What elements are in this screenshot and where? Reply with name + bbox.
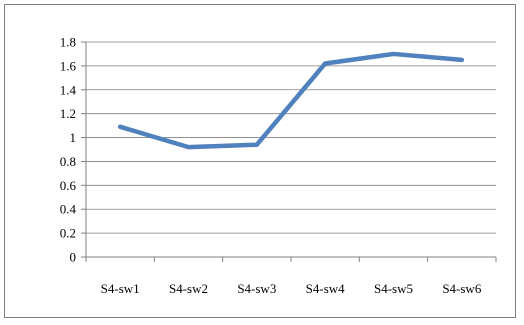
y-tick-label: 1.8 xyxy=(60,35,76,50)
x-tick-label: S4-sw5 xyxy=(374,281,413,296)
series-line xyxy=(117,51,465,150)
y-tick-label: 0.8 xyxy=(60,154,76,169)
y-tick-labels: 0 0.2 0.4 0.6 0.8 1 1.2 1.4 1.6 1.8 xyxy=(60,35,77,265)
y-tick-label: 0.6 xyxy=(60,178,77,193)
y-tick-label: 1 xyxy=(70,130,77,145)
axes xyxy=(81,41,497,262)
y-tick-label: 0.2 xyxy=(60,226,76,241)
x-tick-label: S4-sw2 xyxy=(169,281,208,296)
y-tick-label: 1.6 xyxy=(60,58,77,73)
y-tick-label: 1.4 xyxy=(60,82,77,97)
x-tick-label: S4-sw3 xyxy=(237,281,276,296)
x-tick-label: S4-sw4 xyxy=(306,281,346,296)
x-tick-label: S4-sw6 xyxy=(442,281,482,296)
y-tick-label: 0.4 xyxy=(60,202,77,217)
series-group xyxy=(117,51,465,150)
y-tick-label: 0 xyxy=(70,250,77,265)
y-tick-label: 1.2 xyxy=(60,106,76,121)
gridlines xyxy=(86,41,496,234)
x-tick-labels: S4-sw1 S4-sw2 S4-sw3 S4-sw4 S4-sw5 S4-sw6 xyxy=(101,281,482,296)
x-tick-label: S4-sw1 xyxy=(101,281,140,296)
